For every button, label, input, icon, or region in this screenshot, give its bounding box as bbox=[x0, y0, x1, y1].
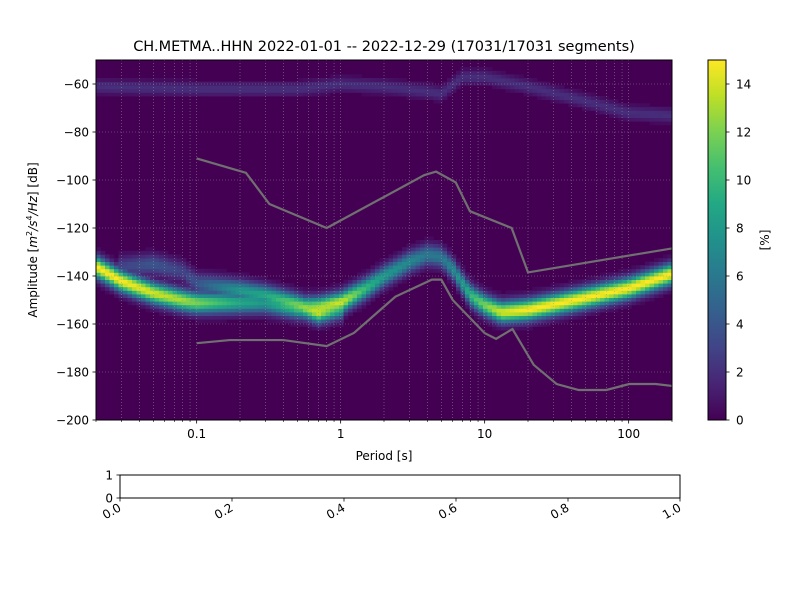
secondary-y-tick-label: 1 bbox=[105, 469, 113, 483]
grid-lines bbox=[95, 60, 673, 421]
y-tick-label: −60 bbox=[64, 78, 89, 92]
y-tick-label: −80 bbox=[64, 126, 89, 140]
x-tick-label: 1 bbox=[337, 427, 345, 441]
y-tick-label: −160 bbox=[56, 318, 89, 332]
y-tick-label: −120 bbox=[56, 222, 89, 236]
y-tick-label: −100 bbox=[56, 174, 89, 188]
reference-curves bbox=[196, 157, 673, 392]
secondary-y-axis-ticks: 01 bbox=[105, 469, 120, 506]
reference-curve-0 bbox=[196, 157, 673, 274]
colorbar-tick-label: 4 bbox=[736, 318, 744, 332]
chart-title: CH.METMA..HHN 2022-01-01 -- 2022-12-29 (… bbox=[133, 39, 635, 55]
colorbar-ticks: 0 2 4 6 8 10 12 14 bbox=[726, 78, 751, 428]
colorbar-tick-label: 0 bbox=[736, 414, 744, 428]
y-axis-label: Amplitude [m2/s4/Hz] [dB] bbox=[25, 162, 40, 317]
colorbar-gradient bbox=[707, 59, 727, 421]
colorbar: 0 2 4 6 8 10 12 14 [%] bbox=[707, 59, 772, 428]
y-axis-ticks: −60 −80 −100 −120 −140 −160 −180 −200 bbox=[56, 78, 96, 428]
secondary-y-tick-label: 0 bbox=[105, 492, 113, 506]
colorbar-tick-label: 14 bbox=[736, 78, 751, 92]
y-tick-label: −180 bbox=[56, 366, 89, 380]
x-axis-ticks: 0.1 1 10 100 bbox=[95, 420, 673, 441]
x-tick-label: 100 bbox=[617, 427, 640, 441]
colorbar-label: [%] bbox=[758, 230, 772, 251]
secondary-plot-frame bbox=[119, 474, 681, 499]
x-axis-label: Period [s] bbox=[356, 449, 413, 463]
colorbar-tick-label: 2 bbox=[736, 366, 744, 380]
main-plot: 0.1 1 10 100 −60 −80 −100 −120 −140 −160 −180 −200… bbox=[25, 59, 673, 463]
x-tick-label: 10 bbox=[477, 427, 492, 441]
secondary-plot: 0.0 0.2 0.4 0.6 0.8 1.0 01 bbox=[100, 469, 684, 523]
x-tick-label: 0.1 bbox=[187, 427, 206, 441]
y-tick-label: −200 bbox=[56, 414, 89, 428]
colorbar-tick-label: 6 bbox=[736, 270, 744, 284]
y-tick-label: −140 bbox=[56, 270, 89, 284]
colorbar-tick-label: 10 bbox=[736, 174, 751, 188]
reference-curve-1 bbox=[196, 278, 673, 392]
colorbar-tick-label: 12 bbox=[736, 126, 751, 140]
colorbar-tick-label: 8 bbox=[736, 222, 744, 236]
